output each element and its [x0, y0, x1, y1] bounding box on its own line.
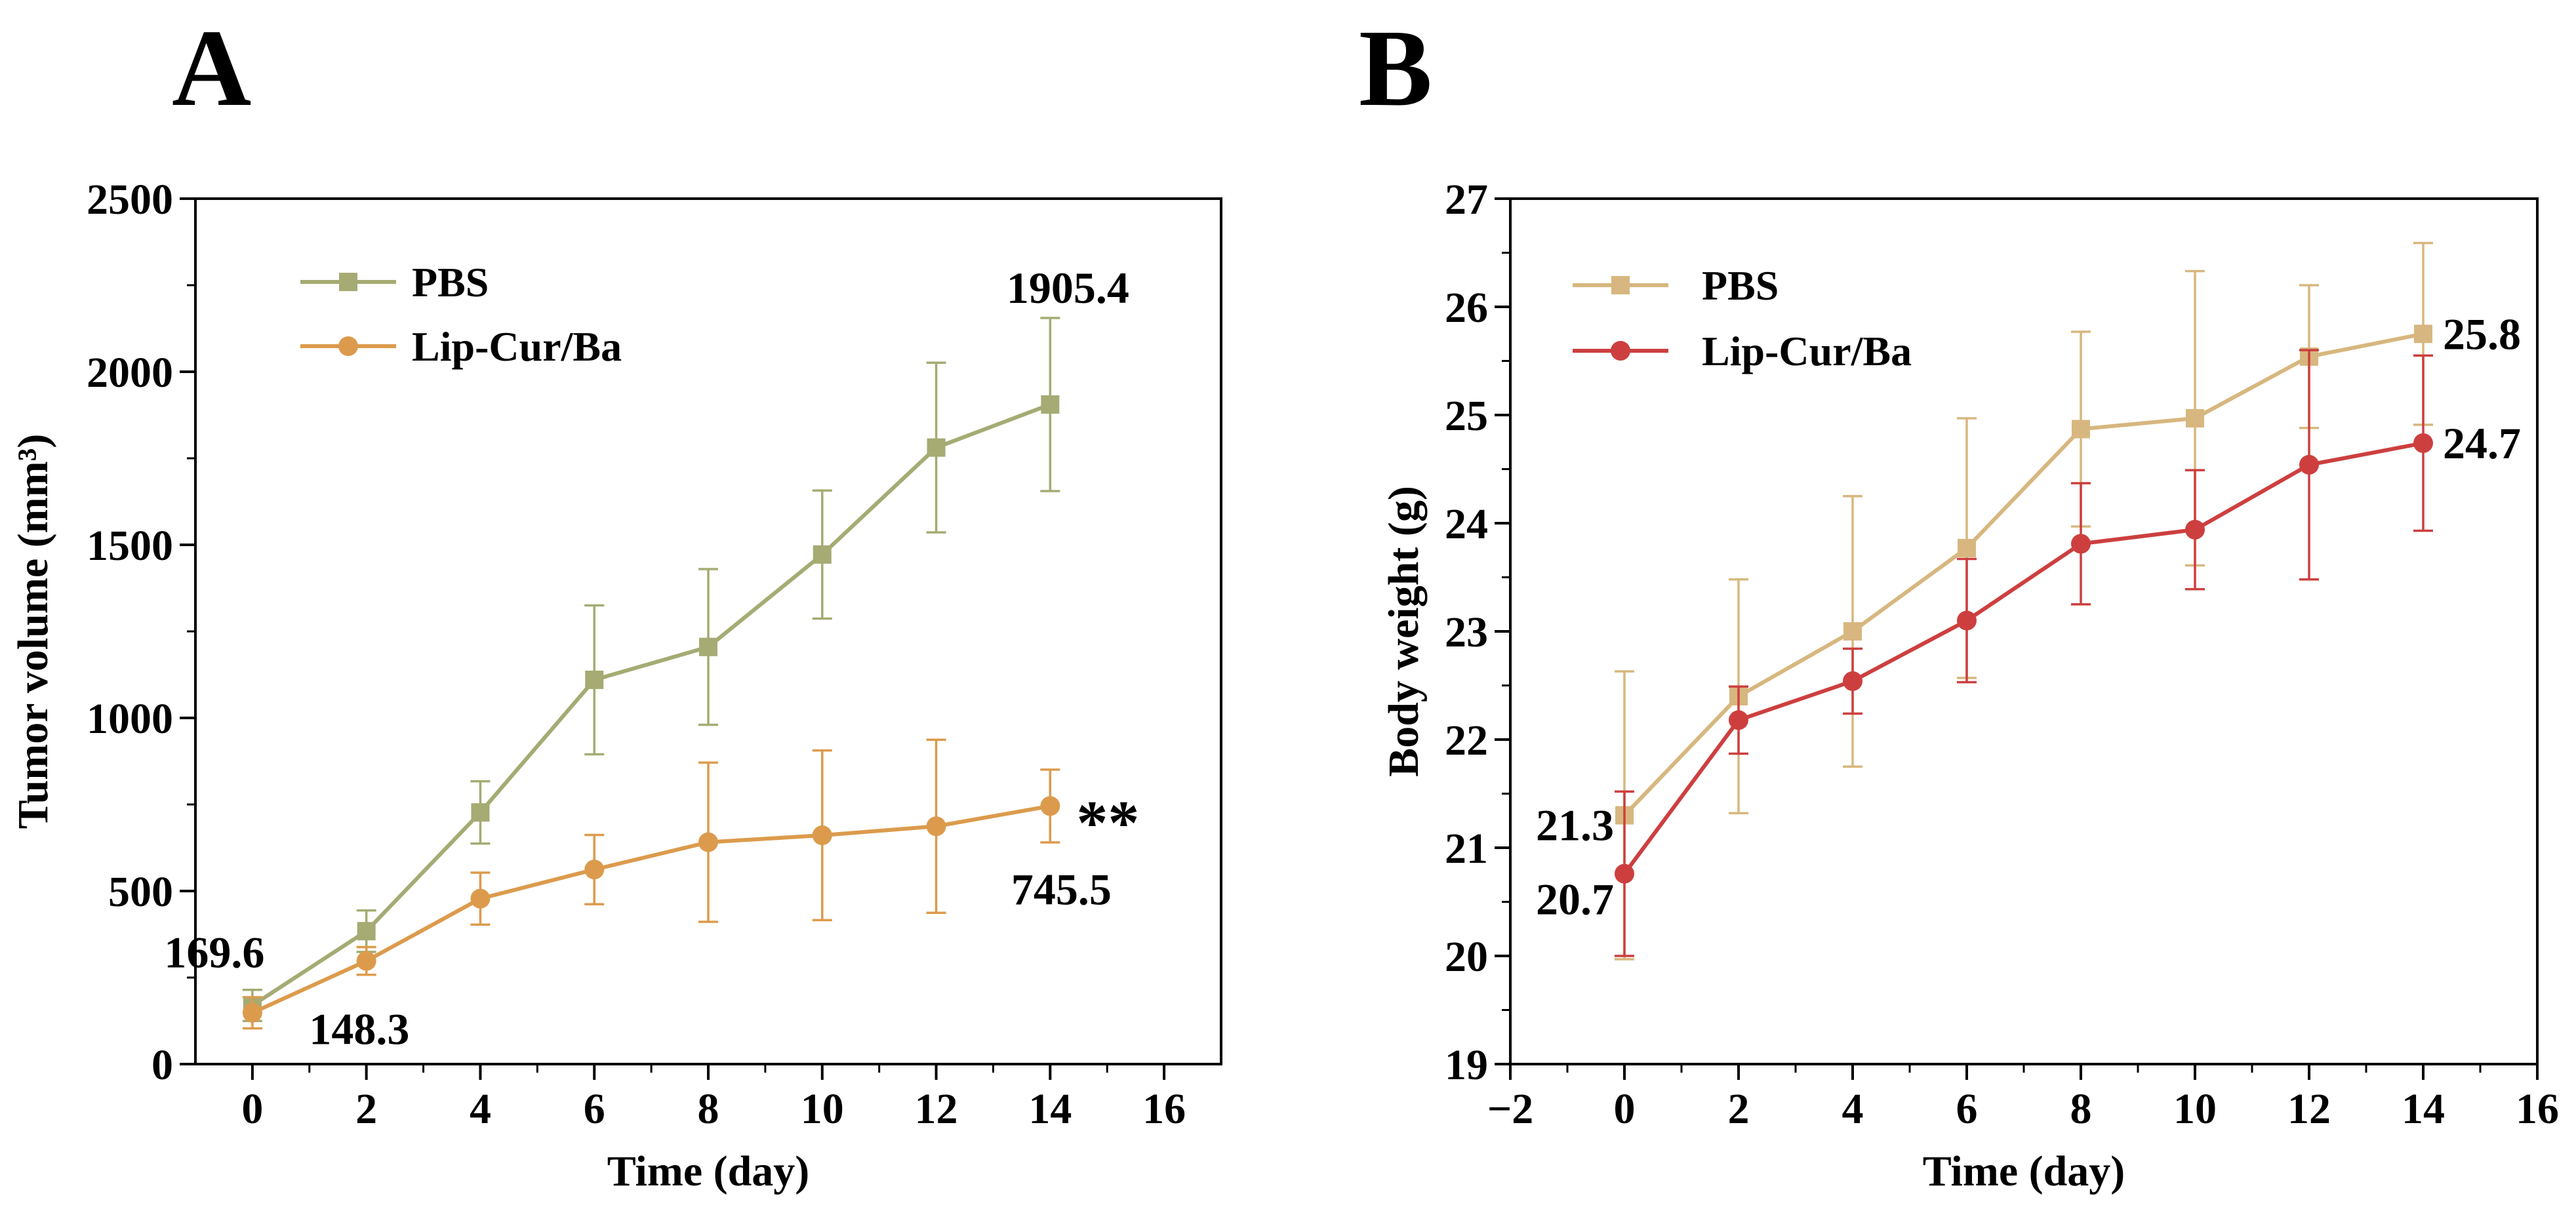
legend-marker-square [1611, 276, 1630, 294]
data-point-circle [1957, 610, 1977, 631]
data-point-circle [2299, 454, 2319, 475]
series-line-pbs [251, 403, 1051, 1007]
x-tick-label: 12 [2287, 1085, 2331, 1133]
x-tick-label: 8 [2070, 1085, 2092, 1133]
y-tick-label: 500 [108, 868, 173, 916]
x-tick-label: 0 [1614, 1085, 1636, 1133]
x-tick-label: 10 [2173, 1085, 2217, 1133]
significance-marker: ** [1076, 787, 1139, 858]
legend-marker-square [339, 273, 357, 291]
x-tick-label: 2 [355, 1085, 377, 1133]
data-point-circle [2413, 433, 2433, 453]
legend-label: PBS [1702, 262, 1779, 309]
panel-b-label: B [1359, 7, 1432, 129]
data-point-square [471, 803, 490, 822]
data-point-circle [812, 825, 832, 845]
data-point-square [2072, 420, 2090, 439]
data-point-circle [1040, 796, 1060, 816]
x-tick-label: 6 [584, 1085, 605, 1133]
y-tick-label: 23 [1445, 608, 1488, 656]
data-point-square [927, 438, 946, 457]
data-label-pbs-start: 21.3 [1536, 801, 1614, 850]
data-label-pbs-end: 25.8 [2443, 309, 2521, 359]
legend-label: PBS [412, 259, 489, 306]
x-tick-label: 12 [915, 1085, 958, 1133]
data-point-circle [584, 860, 605, 880]
y-tick-label: 27 [1445, 176, 1488, 224]
data-point-circle [926, 816, 946, 837]
y-tick-label: 21 [1445, 825, 1488, 873]
series-line-lip-cur-ba [251, 804, 1051, 1015]
series-line-lip-cur-ba [1622, 441, 2424, 875]
y-tick-label: 19 [1445, 1041, 1488, 1089]
panel-a-label: A [172, 7, 251, 129]
y-tick-label: 0 [151, 1041, 173, 1089]
data-point-square [1843, 622, 1862, 641]
data-point-square [813, 545, 832, 564]
y-tick-label: 25 [1445, 392, 1488, 440]
data-point-circle [1615, 863, 1634, 884]
data-label-lip-start: 20.7 [1536, 875, 1614, 924]
data-point-square [585, 670, 604, 689]
data-label-lip-end: 745.5 [1011, 864, 1112, 914]
x-tick-label: 2 [1728, 1085, 1750, 1133]
data-point-circle [2071, 534, 2091, 554]
y-tick-label: 2000 [87, 349, 173, 397]
data-point-square [699, 637, 717, 656]
y-tick-label: 20 [1445, 933, 1488, 981]
data-point-circle [356, 951, 376, 971]
x-axis-title: Time (day) [607, 1147, 810, 1195]
x-tick-label: 16 [1142, 1085, 1186, 1133]
series-line-pbs [1622, 332, 2424, 817]
data-label-lip-start: 148.3 [309, 1004, 409, 1054]
data-point-circle [698, 832, 718, 852]
chart-panel-a: 0 2 4 6 8 10 12 14 16 0 500 1000 1500 2000 2500 Time (d… [9, 176, 1222, 1195]
x-tick-label: 14 [2402, 1085, 2445, 1133]
data-point-square [2414, 325, 2432, 344]
y-axis-title: Tumor volume (mm³) [9, 434, 57, 829]
data-point-square [1958, 538, 1976, 557]
plot-frame [1509, 197, 2539, 1065]
x-tick-label: −2 [1487, 1085, 1534, 1133]
data-point-circle [1729, 710, 1748, 730]
legend-label: Lip-Cur/Ba [412, 323, 622, 370]
legend-label: Lip-Cur/Ba [1702, 328, 1912, 374]
x-tick-label: 6 [1956, 1085, 1978, 1133]
data-point-circle [2185, 519, 2205, 540]
y-tick-label: 1500 [87, 522, 173, 570]
y-axis-title: Body weight (g) [1380, 486, 1428, 777]
x-tick-label: 4 [1842, 1085, 1864, 1133]
x-tick-label: 0 [241, 1085, 263, 1133]
x-tick-label: 16 [2516, 1085, 2559, 1133]
data-label-lip-end: 24.7 [2443, 418, 2521, 468]
x-tick-label: 4 [470, 1085, 491, 1133]
data-label-pbs-end: 1905.4 [1007, 263, 1129, 313]
x-tick-label: 10 [801, 1085, 844, 1133]
legend-marker-circle [1611, 341, 1630, 361]
data-point-circle [1843, 671, 1862, 691]
data-label-pbs-start: 169.6 [164, 927, 264, 977]
x-tick-label: 14 [1028, 1085, 1072, 1133]
y-tick-label: 22 [1445, 717, 1488, 764]
y-tick-label: 26 [1445, 284, 1488, 332]
y-tick-label: 1000 [87, 695, 173, 743]
data-point-square [1041, 395, 1060, 414]
x-axis-title: Time (day) [1923, 1147, 2125, 1195]
data-point-circle [470, 888, 491, 909]
data-point-square [357, 922, 376, 941]
data-point-square [2186, 408, 2204, 427]
y-tick-label: 24 [1445, 500, 1488, 548]
legend-marker-circle [338, 336, 358, 356]
data-point-circle [242, 1002, 262, 1023]
y-tick-label: 2500 [87, 176, 173, 224]
x-tick-label: 8 [698, 1085, 719, 1133]
